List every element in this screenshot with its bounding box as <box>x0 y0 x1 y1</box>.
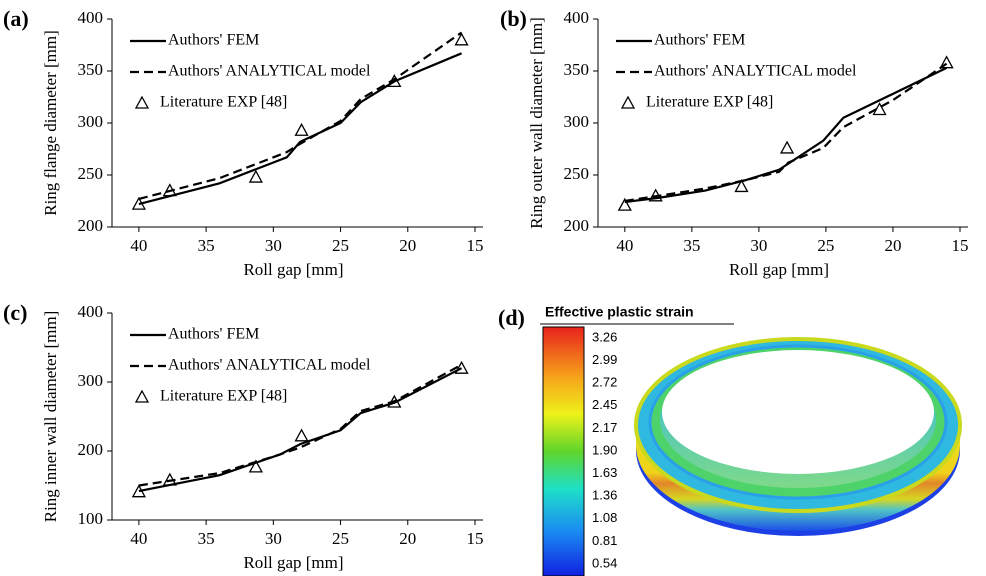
panel-label: (b) <box>500 6 527 31</box>
chart: (b) 200 250 300 350 400 40 35 30 25 20 15 Roll gap [… <box>500 6 969 279</box>
y-tick-label: 350 <box>564 60 590 79</box>
y-tick-label: 200 <box>564 216 590 235</box>
data-point <box>781 142 793 153</box>
x-tick-label: 25 <box>817 236 834 255</box>
panel-label: (a) <box>3 6 29 31</box>
ring-hole <box>662 350 934 474</box>
y-axis-label: Ring outer wall diameter [mm] <box>527 17 546 229</box>
y-tick-label: 100 <box>78 509 104 528</box>
x-tick-label: 40 <box>130 236 147 255</box>
data-point <box>296 430 308 441</box>
legend-label: Authors' FEM <box>168 32 259 49</box>
colorbar <box>543 327 584 576</box>
series-line <box>139 365 462 486</box>
figure: (d) Effective plastic strain 3.26 2.99 2.7… <box>0 0 986 576</box>
legend-label: Authors' ANALYTICAL model <box>654 63 857 80</box>
colorbar-label: 1.08 <box>592 510 617 525</box>
legend-label: Authors' ANALYTICAL model <box>168 63 371 80</box>
series-line <box>625 68 947 202</box>
x-tick-label: 20 <box>399 236 416 255</box>
colorbar-label: 2.99 <box>592 352 617 367</box>
y-tick-label: 200 <box>78 216 104 235</box>
series-line <box>139 368 462 491</box>
y-tick-label: 400 <box>78 8 104 27</box>
y-tick-label: 400 <box>78 302 104 321</box>
colorbar-label: 1.36 <box>592 488 617 503</box>
legend-label: Authors' FEM <box>654 32 745 49</box>
y-axis-label: Ring inner wall diameter [mm] <box>41 311 60 523</box>
colorbar-label: 2.17 <box>592 420 617 435</box>
y-tick-label: 250 <box>78 164 104 183</box>
legend-marker <box>622 97 634 108</box>
y-tick-label: 400 <box>564 8 590 27</box>
x-tick-label: 35 <box>198 236 215 255</box>
legend-marker <box>136 391 148 402</box>
x-tick-label: 30 <box>265 236 282 255</box>
y-tick-label: 300 <box>78 371 104 390</box>
x-tick-label: 15 <box>952 236 969 255</box>
y-axis-label: Ring flange diameter [mm] <box>41 30 60 216</box>
legend-marker <box>136 97 148 108</box>
panel-label: (c) <box>3 300 27 325</box>
legend-label: Literature EXP [48] <box>160 94 287 111</box>
x-tick-label: 20 <box>399 529 416 548</box>
x-tick-label: 15 <box>467 236 484 255</box>
colorbar-label: 0.81 <box>592 533 617 548</box>
chart: (c) 100 200 300 400 40 35 30 25 20 15 Roll gap [mm]… <box>3 300 484 572</box>
x-axis-label: Roll gap [mm] <box>243 553 343 572</box>
colorbar-label: 0.54 <box>592 555 617 570</box>
colorbar-label: 3.26 <box>592 329 617 344</box>
y-tick-label: 300 <box>78 112 104 131</box>
x-tick-label: 35 <box>683 236 700 255</box>
y-tick-label: 350 <box>78 60 104 79</box>
x-tick-label: 25 <box>332 236 349 255</box>
series-line <box>139 33 462 199</box>
data-point <box>250 171 262 182</box>
x-tick-label: 30 <box>750 236 767 255</box>
x-tick-label: 35 <box>198 529 215 548</box>
colorbar-title: Effective plastic strain <box>545 304 694 320</box>
colorbar-label: 1.90 <box>592 442 617 457</box>
series-line <box>625 64 947 201</box>
y-tick-label: 200 <box>78 440 104 459</box>
panel-d: (d) Effective plastic strain 3.26 2.99 2.7… <box>498 304 960 576</box>
x-tick-label: 40 <box>130 529 147 548</box>
x-tick-label: 40 <box>616 236 633 255</box>
colorbar-label: 1.63 <box>592 465 617 480</box>
data-point <box>296 124 308 135</box>
chart: (a) 200 250 300 350 400 40 35 30 25 20 15 Roll gap [… <box>3 6 484 279</box>
colorbar-label: 2.45 <box>592 397 617 412</box>
x-tick-label: 20 <box>884 236 901 255</box>
legend-label: Literature EXP [48] <box>160 388 287 405</box>
y-tick-label: 250 <box>564 164 590 183</box>
legend-label: Literature EXP [48] <box>646 94 773 111</box>
colorbar-labels: 3.26 2.99 2.72 2.45 2.17 1.90 1.63 1.36 1.08 0.81… <box>592 329 617 570</box>
ring <box>636 339 960 536</box>
y-tick-label: 300 <box>564 112 590 131</box>
colorbar-label: 2.72 <box>592 375 617 390</box>
x-axis-label: Roll gap [mm] <box>729 260 829 279</box>
x-tick-label: 15 <box>467 529 484 548</box>
data-point <box>456 34 468 45</box>
panel-label: (d) <box>498 305 525 330</box>
x-axis-label: Roll gap [mm] <box>243 260 343 279</box>
x-tick-label: 25 <box>332 529 349 548</box>
legend-label: Authors' FEM <box>168 326 259 343</box>
x-tick-label: 30 <box>265 529 282 548</box>
legend-label: Authors' ANALYTICAL model <box>168 357 371 374</box>
